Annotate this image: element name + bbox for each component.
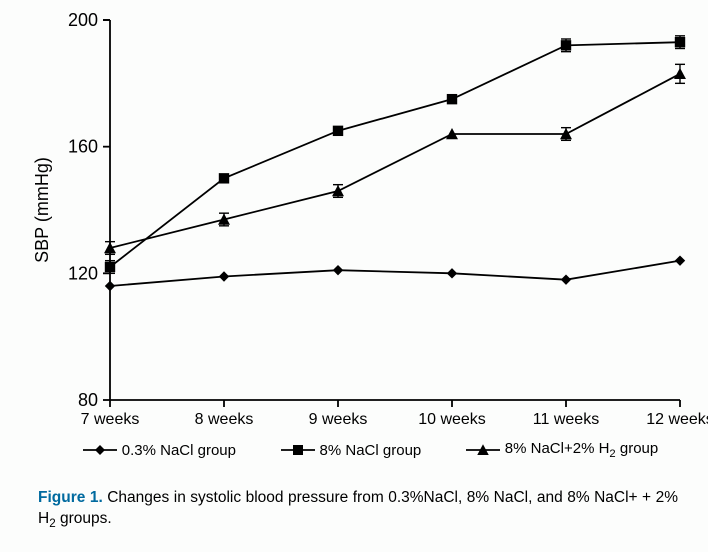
caption-lead: Figure 1. <box>38 489 103 506</box>
legend-label: 0.3% NaCl group <box>122 442 236 459</box>
caption-body: Changes in systolic blood pressure from … <box>38 489 678 527</box>
svg-text:200: 200 <box>68 10 98 30</box>
legend-item: 0.3% NaCl group <box>82 440 236 460</box>
legend-item: 8% NaCl group <box>280 440 422 460</box>
svg-text:7 weeks: 7 weeks <box>81 411 140 428</box>
svg-text:SBP (mmHg): SBP (mmHg) <box>32 157 52 263</box>
figure-container: 80 120 160 200 7 weeks 8 weeks 9 weeks 10 weeks… <box>0 0 708 552</box>
legend-label: 8% NaCl+2% H2 group <box>505 440 658 460</box>
svg-text:10 weeks: 10 weeks <box>418 411 486 428</box>
svg-text:11 weeks: 11 weeks <box>533 411 599 428</box>
chart-area: 80 120 160 200 7 weeks 8 weeks 9 weeks 10 weeks… <box>0 0 708 440</box>
legend-item: 8% NaCl+2% H2 group <box>465 440 658 460</box>
svg-text:160: 160 <box>68 137 98 157</box>
svg-text:9 weeks: 9 weeks <box>309 411 368 428</box>
legend-label: 8% NaCl group <box>320 442 422 459</box>
figure-caption: Figure 1. Changes in systolic blood pres… <box>38 488 678 532</box>
legend-swatch <box>280 443 316 457</box>
svg-text:120: 120 <box>68 263 98 283</box>
chart-svg: 80 120 160 200 7 weeks 8 weeks 9 weeks 10 weeks… <box>0 0 708 440</box>
svg-text:80: 80 <box>78 390 98 410</box>
legend: 0.3% NaCl group 8% NaCl group 8% NaCl+2% H… <box>60 440 680 460</box>
svg-text:8 weeks: 8 weeks <box>195 411 254 428</box>
legend-swatch <box>82 443 118 457</box>
svg-text:12 weeks: 12 weeks <box>646 411 708 428</box>
legend-swatch <box>465 443 501 457</box>
